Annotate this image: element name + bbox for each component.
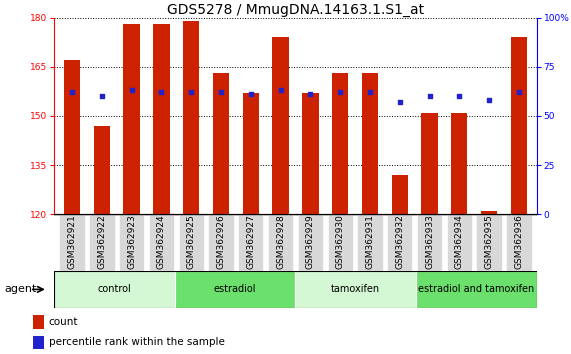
Bar [417, 214, 442, 271]
Bar [297, 214, 323, 271]
Bar [302, 93, 319, 214]
Bar [179, 214, 204, 271]
Point [187, 90, 196, 95]
Bar [387, 214, 412, 271]
Text: tamoxifen: tamoxifen [331, 284, 380, 295]
Bar [153, 24, 170, 214]
Point [97, 93, 106, 99]
Bar [119, 214, 144, 271]
Point [216, 90, 226, 95]
Text: GSM362924: GSM362924 [157, 214, 166, 269]
Bar [89, 214, 115, 271]
Text: GSM362925: GSM362925 [187, 214, 196, 269]
Point [157, 90, 166, 95]
Bar [33, 336, 45, 349]
Text: GSM362936: GSM362936 [514, 214, 524, 269]
Text: GSM362928: GSM362928 [276, 214, 285, 269]
Bar [357, 214, 383, 271]
Point [306, 91, 315, 97]
Bar [59, 214, 85, 271]
Bar [476, 214, 502, 271]
Text: GSM362923: GSM362923 [127, 214, 136, 269]
Bar [238, 214, 263, 271]
Text: GSM362927: GSM362927 [246, 214, 255, 269]
Text: GSM362931: GSM362931 [365, 214, 375, 269]
Bar [416, 271, 537, 308]
Bar [33, 315, 45, 329]
Point [336, 90, 345, 95]
Bar [54, 271, 175, 308]
Point [127, 87, 136, 93]
Text: agent: agent [5, 284, 37, 295]
Text: estradiol: estradiol [214, 284, 256, 295]
Point [246, 91, 255, 97]
Point [276, 87, 285, 93]
Bar [183, 21, 199, 214]
Text: GSM362933: GSM362933 [425, 214, 434, 269]
Bar [421, 113, 438, 214]
Bar [392, 175, 408, 214]
Text: control: control [98, 284, 131, 295]
Text: GSM362932: GSM362932 [395, 214, 404, 269]
Bar [149, 214, 174, 271]
Text: percentile rank within the sample: percentile rank within the sample [49, 337, 224, 348]
Bar [510, 38, 527, 214]
Text: GSM362922: GSM362922 [98, 214, 106, 269]
Bar [481, 211, 497, 214]
Point [425, 93, 434, 99]
Bar [362, 73, 378, 214]
Bar [94, 126, 110, 214]
Bar [328, 214, 353, 271]
Bar [243, 93, 259, 214]
Text: count: count [49, 317, 78, 327]
Point [395, 99, 404, 105]
Point [67, 90, 77, 95]
Point [455, 93, 464, 99]
Bar [506, 214, 532, 271]
Bar [332, 73, 348, 214]
Bar [447, 214, 472, 271]
Point [365, 90, 375, 95]
Text: GSM362926: GSM362926 [216, 214, 226, 269]
Bar [175, 271, 296, 308]
Bar [451, 113, 468, 214]
Title: GDS5278 / MmugDNA.14163.1.S1_at: GDS5278 / MmugDNA.14163.1.S1_at [167, 3, 424, 17]
Bar [296, 271, 416, 308]
Text: GSM362930: GSM362930 [336, 214, 345, 269]
Text: GSM362934: GSM362934 [455, 214, 464, 269]
Bar [123, 24, 140, 214]
Bar [268, 214, 293, 271]
Bar [208, 214, 234, 271]
Bar [64, 60, 81, 214]
Point [514, 90, 524, 95]
Text: GSM362929: GSM362929 [306, 214, 315, 269]
Point [485, 97, 494, 103]
Text: estradiol and tamoxifen: estradiol and tamoxifen [419, 284, 534, 295]
Bar [213, 73, 229, 214]
Text: GSM362935: GSM362935 [485, 214, 493, 269]
Bar [272, 38, 289, 214]
Text: GSM362921: GSM362921 [67, 214, 77, 269]
